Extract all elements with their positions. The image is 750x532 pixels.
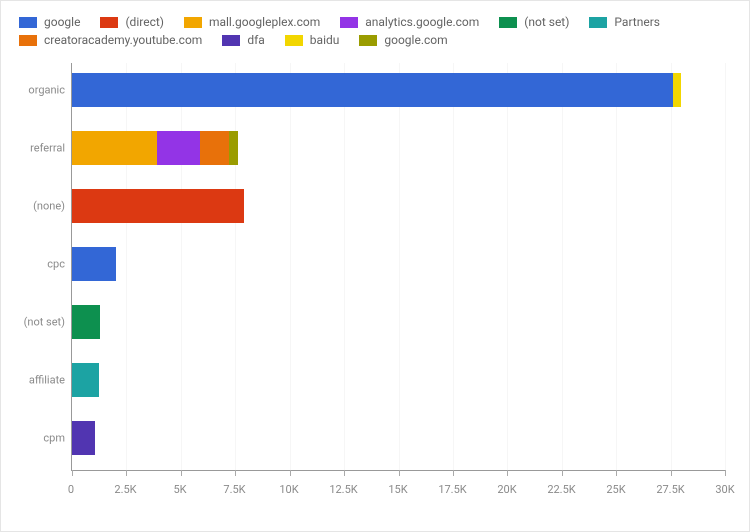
x-tick xyxy=(181,470,182,476)
x-tick xyxy=(126,470,127,476)
legend-item-mall[interactable]: mall.googleplex.com xyxy=(184,15,320,29)
x-tick xyxy=(453,470,454,476)
bar-leader xyxy=(72,242,725,245)
bar-segment-analytics[interactable] xyxy=(157,131,201,165)
y-tick-label: organic xyxy=(28,84,65,97)
bar-row-organic xyxy=(72,73,725,107)
bar-segment-dfa[interactable] xyxy=(72,421,95,455)
legend-item-analytics[interactable]: analytics.google.com xyxy=(340,15,479,29)
legend-item-direct[interactable]: (direct) xyxy=(100,15,164,29)
x-tick-label: 7.5K xyxy=(223,483,245,496)
bar-row-cpc xyxy=(72,247,725,281)
x-tick xyxy=(72,470,73,476)
legend-label: (direct) xyxy=(125,15,164,29)
bar-segment-direct[interactable] xyxy=(72,189,244,223)
legend: google (direct) mall.googleplex.com analyti… xyxy=(19,15,731,51)
bar-row-affiliate xyxy=(72,363,725,397)
bar-leader xyxy=(72,68,725,71)
bar-leader xyxy=(72,184,725,187)
bar-segment-mall[interactable] xyxy=(72,131,157,165)
x-tick-label: 27.5K xyxy=(656,483,684,496)
bar-segment-google[interactable] xyxy=(72,247,116,281)
bar-leader xyxy=(72,126,725,129)
bar-segment-notset[interactable] xyxy=(72,305,100,339)
x-tick xyxy=(671,470,672,476)
bar-segment-baidu[interactable] xyxy=(673,73,682,107)
legend-label: creatoracademy.youtube.com xyxy=(44,33,202,47)
bar-segment-creator[interactable] xyxy=(200,131,228,165)
x-tick-label: 12.5K xyxy=(329,483,357,496)
legend-item-partners[interactable]: Partners xyxy=(589,15,660,29)
y-tick-label: (none) xyxy=(33,200,65,213)
legend-label: google.com xyxy=(384,33,447,47)
legend-label: mall.googleplex.com xyxy=(209,15,320,29)
bar-leader xyxy=(72,300,725,303)
legend-swatch xyxy=(340,17,358,28)
legend-label: analytics.google.com xyxy=(365,15,479,29)
x-tick xyxy=(344,470,345,476)
y-axis-labels: organic referral (none) cpc (not set) affilia… xyxy=(19,59,71,471)
y-tick-label: referral xyxy=(30,142,65,155)
bar-segment-google[interactable] xyxy=(72,73,673,107)
x-tick-label: 30K xyxy=(715,483,734,496)
x-tick-label: 25K xyxy=(606,483,625,496)
legend-item-gcom[interactable]: google.com xyxy=(359,33,447,47)
bar-leader xyxy=(72,358,725,361)
legend-item-notset[interactable]: (not set) xyxy=(499,15,569,29)
legend-swatch xyxy=(19,17,37,28)
y-tick-label: cpm xyxy=(43,432,65,445)
bar-row-referral xyxy=(72,131,725,165)
legend-label: baidu xyxy=(310,33,340,47)
legend-label: (not set) xyxy=(524,15,569,29)
bar-row-notset xyxy=(72,305,725,339)
bar-segment-gcom[interactable] xyxy=(229,131,239,165)
legend-item-dfa[interactable]: dfa xyxy=(222,33,264,47)
x-tick-label: 10K xyxy=(279,483,298,496)
x-tick-label: 22.5K xyxy=(547,483,575,496)
legend-swatch xyxy=(499,17,517,28)
legend-swatch xyxy=(359,35,377,46)
y-tick-label: cpc xyxy=(47,258,65,271)
x-tick xyxy=(235,470,236,476)
x-tick-label: 15K xyxy=(388,483,407,496)
x-axis-labels: 0 2.5K 5K 7.5K 10K 12.5K 15K 17.5K 20K 22.5K 25K 27… xyxy=(71,479,725,499)
x-tick xyxy=(399,470,400,476)
chart-card: google (direct) mall.googleplex.com analyti… xyxy=(0,0,750,532)
x-tick-label: 2.5K xyxy=(114,483,136,496)
x-tick xyxy=(290,470,291,476)
y-tick-label: (not set) xyxy=(24,316,65,329)
legend-item-baidu[interactable]: baidu xyxy=(285,33,340,47)
plot-area xyxy=(71,63,725,471)
x-tick-label: 0 xyxy=(68,483,74,496)
bar-row-none xyxy=(72,189,725,223)
legend-swatch xyxy=(285,35,303,46)
x-tick xyxy=(616,470,617,476)
legend-swatch xyxy=(184,17,202,28)
x-tick-label: 20K xyxy=(497,483,516,496)
legend-swatch xyxy=(19,35,37,46)
legend-item-google[interactable]: google xyxy=(19,15,80,29)
y-tick-label: affiliate xyxy=(29,374,65,387)
legend-label: Partners xyxy=(614,15,660,29)
bar-row-cpm xyxy=(72,421,725,455)
bar-segment-partners[interactable] xyxy=(72,363,99,397)
legend-label: google xyxy=(44,15,80,29)
x-tick xyxy=(725,470,726,476)
legend-swatch xyxy=(100,17,118,28)
x-tick xyxy=(562,470,563,476)
plot: organic referral (none) cpc (not set) affilia… xyxy=(19,59,731,499)
x-tick xyxy=(507,470,508,476)
x-tick-label: 17.5K xyxy=(438,483,466,496)
legend-swatch xyxy=(222,35,240,46)
gridline xyxy=(725,63,726,470)
legend-label: dfa xyxy=(247,33,264,47)
legend-swatch xyxy=(589,17,607,28)
x-tick-label: 5K xyxy=(173,483,186,496)
bar-leader xyxy=(72,416,725,419)
legend-item-creator[interactable]: creatoracademy.youtube.com xyxy=(19,33,202,47)
